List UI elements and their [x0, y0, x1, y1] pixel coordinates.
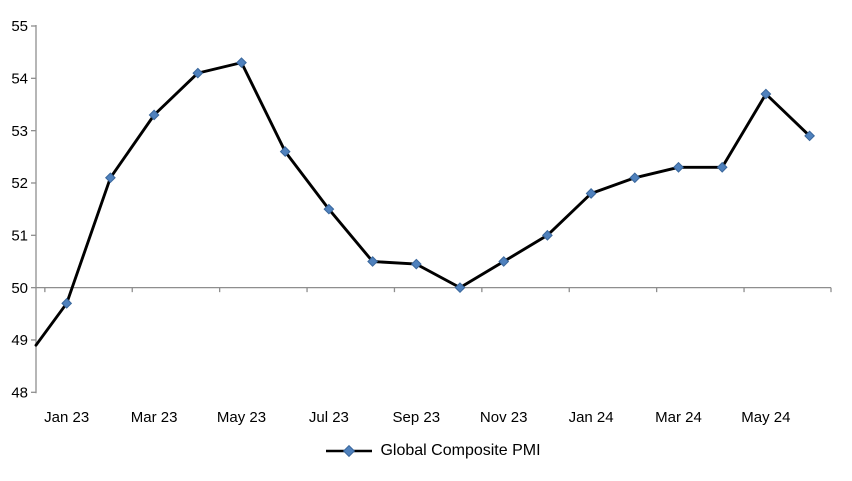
data-point-marker — [585, 188, 597, 199]
x-axis-tick-label: Jan 23 — [44, 409, 89, 426]
data-point-marker — [541, 229, 553, 241]
y-axis-tick-label: 48 — [11, 385, 28, 402]
x-axis-tick-label: Mar 23 — [131, 409, 178, 426]
y-axis-tick-label: 50 — [11, 280, 28, 297]
y-axis-tick-label: 55 — [11, 18, 28, 35]
x-axis-tick-label: May 23 — [217, 409, 266, 426]
data-point-marker — [236, 57, 247, 69]
y-axis-tick-label: 52 — [11, 175, 28, 192]
data-point-marker — [629, 172, 641, 184]
data-point-marker — [148, 109, 160, 121]
y-axis-tick-label: 51 — [11, 228, 28, 245]
data-point-marker — [760, 88, 772, 100]
x-axis-tick-label: Jan 24 — [569, 409, 614, 426]
data-point-marker — [673, 161, 684, 173]
x-axis-tick-label: Nov 23 — [480, 409, 528, 426]
data-point-marker — [367, 256, 379, 267]
data-point-marker — [323, 203, 335, 215]
x-axis-tick-label: Jul 23 — [309, 409, 349, 426]
pmi-series-line — [34, 61, 812, 347]
y-axis-tick-label: 54 — [11, 71, 28, 88]
y-axis-tick-label: 53 — [11, 123, 28, 140]
data-point-marker — [804, 130, 816, 142]
chart-legend: Global Composite PMI — [14, 442, 852, 460]
data-point-marker — [454, 282, 466, 294]
x-axis-tick-label: May 24 — [741, 409, 790, 426]
data-point-marker — [104, 172, 116, 184]
data-point-marker — [61, 297, 73, 309]
y-axis-tick-label: 49 — [11, 332, 28, 349]
x-axis-tick-label: Sep 23 — [393, 409, 441, 426]
legend-line-marker-icon — [326, 444, 373, 458]
data-point-marker — [498, 256, 510, 267]
legend-diamond-icon — [343, 444, 356, 458]
data-point-marker — [279, 146, 291, 157]
data-point-marker — [192, 67, 204, 79]
legend-label: Global Composite PMI — [380, 442, 541, 459]
data-point-marker — [716, 161, 728, 173]
data-point-marker — [410, 258, 422, 270]
x-axis-tick-label: Mar 24 — [655, 409, 702, 426]
